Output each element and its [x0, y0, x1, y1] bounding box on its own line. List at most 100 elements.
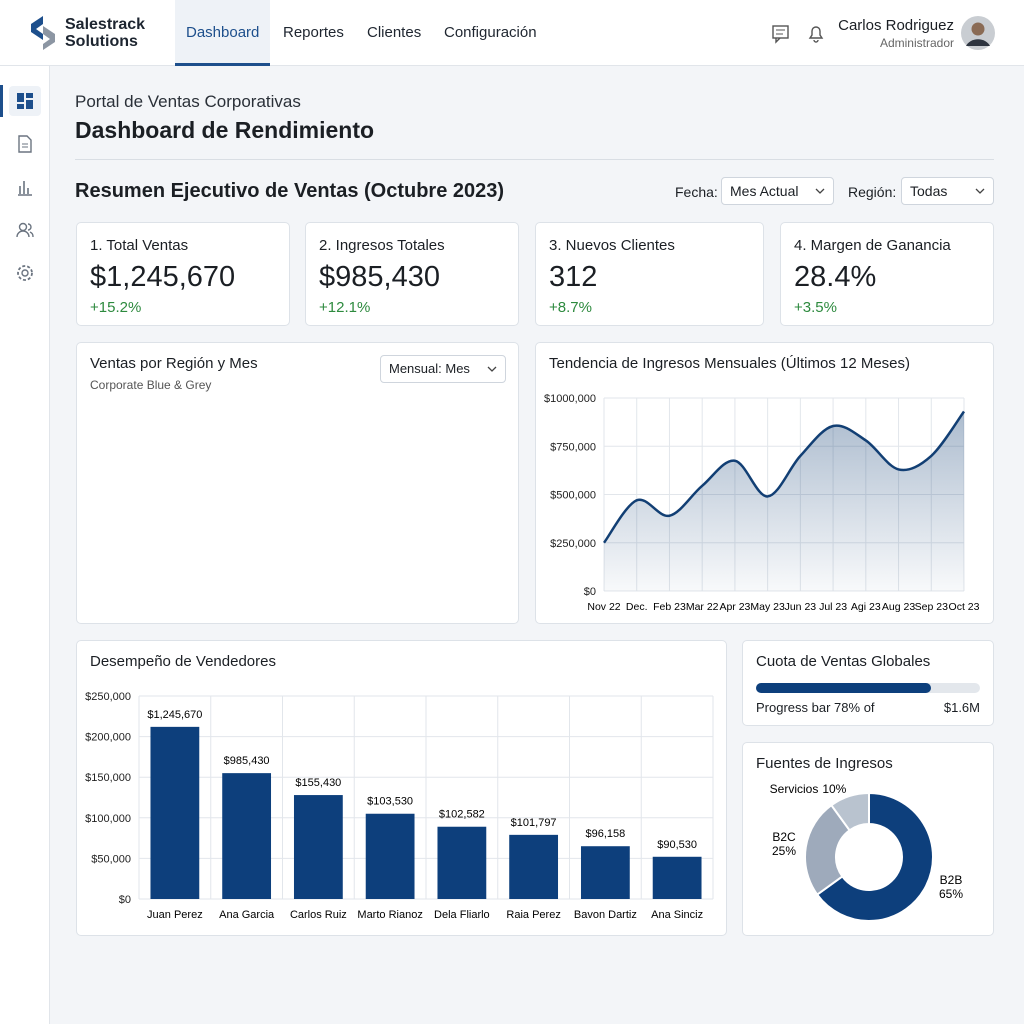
x-tick-label: Carlos Ruiz	[290, 909, 347, 921]
chart: B2B 65% B2C 25% Servicios 10%	[770, 782, 963, 922]
x-tick-label: Dec.	[626, 601, 648, 613]
x-tick-label: Oct 23	[949, 601, 980, 613]
sidebar	[0, 66, 50, 1024]
slice-label: B2C 25%	[772, 830, 796, 858]
x-tick-label: Agi 23	[851, 601, 881, 613]
kpi-change: +3.5%	[794, 299, 837, 316]
nav-settings-icon[interactable]	[15, 263, 35, 283]
x-tick-label: Ana Sinciz	[651, 909, 703, 921]
slice-value: 10%	[822, 782, 846, 796]
slice-name: B2C	[772, 830, 796, 844]
chart-card: Ventas por Región y Mes Corporate Blue &…	[76, 342, 519, 624]
kpi-card: 4. Margen de Ganancia 28.4% +3.5%	[780, 222, 994, 326]
kpi-change: +8.7%	[549, 299, 592, 316]
quota-title: Cuota de Ventas Globales	[756, 653, 931, 670]
bar-annotation: $103,530	[367, 796, 413, 808]
avatar[interactable]	[961, 16, 995, 50]
filter-label: Región:	[848, 184, 897, 200]
bar	[509, 834, 559, 899]
region-filter[interactable]: Todas	[901, 177, 994, 205]
filter-value: Todas	[910, 183, 948, 199]
bar	[222, 773, 272, 899]
brand-name: Solutions	[65, 33, 138, 50]
divider	[75, 159, 994, 160]
bar	[580, 846, 630, 899]
y-tick-label: $250,000	[550, 538, 596, 550]
bar	[652, 856, 702, 899]
x-tick-label: Sep 23	[915, 601, 948, 613]
y-tick-label: $0	[584, 586, 596, 598]
area	[604, 411, 964, 591]
bar	[437, 826, 487, 899]
nav-item[interactable]: Dashboard	[175, 0, 271, 66]
chart-title: Desempeño de Vendedores	[90, 653, 276, 670]
bar-annotation: $155,430	[295, 777, 341, 789]
x-tick-label: Ana Garcia	[219, 909, 275, 921]
brand-name: Salestrack	[65, 16, 146, 33]
chart: $0 $250,000 $500,000 $750,000 $1000,000 Nov 2…	[544, 393, 980, 613]
x-tick-label: Apr 23	[719, 601, 750, 613]
y-tick-label: $100,000	[85, 813, 131, 825]
bar	[150, 726, 200, 899]
x-tick-label: Feb 23	[653, 601, 686, 613]
kpi-title: 3. Nuevos Clientes	[549, 237, 675, 254]
progress-fill	[756, 683, 931, 693]
chevron: $0$50,000$100,000$150,000$200,000$250,00…	[487, 366, 497, 372]
x-tick-label: Raia Perez	[506, 909, 560, 921]
kpi-change: +12.1%	[319, 299, 371, 316]
progress-text: Progress bar 78% of	[756, 700, 875, 715]
bar-annotation: $1,245,670	[147, 709, 202, 721]
nav-item[interactable]: Configuración	[444, 24, 537, 41]
dropdown-value: Mensual: Mes	[389, 361, 470, 376]
nav-dashboard-icon[interactable]	[9, 86, 41, 116]
progress-total: $1.6M	[943, 700, 980, 715]
x-tick-label: May 23	[750, 601, 785, 613]
x-tick-label: Jun 23	[785, 601, 817, 613]
bar-annotation: $101,797	[511, 817, 557, 829]
period-dropdown[interactable]: Mensual: Mes $0$50,000$100,000$150,000$20…	[380, 355, 506, 383]
nav-item[interactable]: Reportes	[283, 24, 344, 41]
messages-icon[interactable]	[771, 24, 791, 44]
x-tick-label: Jul 23	[819, 601, 847, 613]
chart: $0 $50,000 $100,000 $150,000 $200,000 $250,00…	[85, 691, 714, 921]
y-tick-label: $0	[119, 894, 131, 906]
chart-card: Desempeño de Vendedores $0 $50,000 $100,00…	[76, 640, 727, 936]
x-tick-label: Marto Rianoz	[357, 909, 422, 921]
slice-name: Servicios	[770, 782, 819, 796]
chevron	[815, 188, 825, 194]
chart-title: Ventas por Región y Mes	[90, 355, 258, 372]
slice-value: 25%	[772, 844, 796, 858]
chart-title: Tendencia de Ingresos Mensuales (Últimos…	[549, 355, 911, 372]
slice-name: B2B	[940, 873, 963, 887]
nav-charts-icon[interactable]	[15, 177, 35, 197]
kpi-value: $985,430	[319, 261, 440, 293]
kpi-value: 28.4%	[794, 261, 877, 293]
x-tick-label: Dela Fliarlo	[434, 909, 490, 921]
bar-annotation: $90,530	[657, 839, 697, 851]
header: Salestrack Solutions Dashboard Reportes Cl…	[0, 0, 1024, 66]
chart-title: Fuentes de Ingresos	[756, 755, 893, 772]
section-title: Resumen Ejecutivo de Ventas (Octubre 202…	[75, 180, 505, 202]
donut-slice	[804, 803, 851, 897]
progress-suffix: of	[863, 700, 875, 715]
bar-annotation: $96,158	[585, 828, 625, 840]
page-subtitle: Portal de Ventas Corporativas	[75, 92, 301, 111]
nav-clients-icon[interactable]	[15, 220, 35, 240]
user-name: Carlos Rodriguez	[838, 17, 954, 34]
chart-subtitle: Corporate Blue & Grey	[90, 378, 212, 392]
nav-item[interactable]: Clientes	[367, 24, 422, 41]
y-tick-label: $500,000	[550, 490, 596, 502]
x-tick-label: Mar 22	[686, 601, 719, 613]
y-tick-label: $50,000	[91, 853, 131, 865]
chart	[77, 343, 518, 623]
date-filter[interactable]: Mes Actual	[721, 177, 834, 205]
y-tick-label: $200,000	[85, 732, 131, 744]
x-tick-label: Nov 22	[587, 601, 620, 613]
notifications-icon[interactable]	[806, 23, 826, 43]
nav-reports-icon[interactable]	[15, 134, 35, 154]
filter-label: Fecha:	[675, 184, 718, 200]
line	[602, 410, 966, 544]
y-tick-label: $150,000	[85, 772, 131, 784]
user-role: Administrador	[879, 36, 954, 50]
